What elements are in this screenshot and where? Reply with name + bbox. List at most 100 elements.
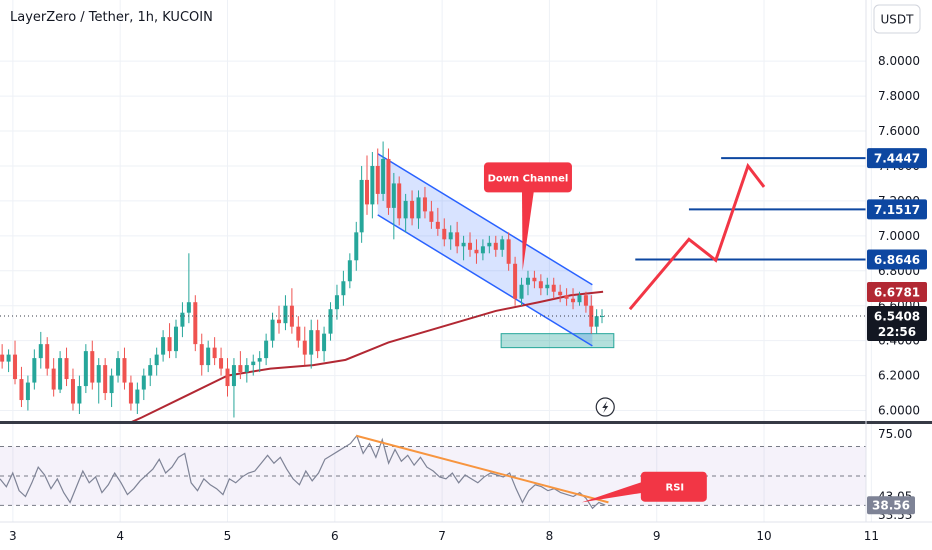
candle[interactable] [391,172,396,240]
candle[interactable] [6,349,11,373]
candle[interactable] [212,337,217,366]
candle[interactable] [199,333,204,376]
candle[interactable] [51,358,56,397]
candle[interactable] [577,291,582,306]
candle[interactable] [410,190,415,226]
candle[interactable] [135,382,140,415]
candle[interactable] [109,368,114,408]
candle[interactable] [257,351,262,373]
candle[interactable] [83,344,88,394]
candle[interactable] [551,277,556,299]
candle[interactable] [116,351,121,383]
candle[interactable] [219,347,224,376]
candle[interactable] [225,358,230,397]
candle[interactable] [328,302,333,341]
candle[interactable] [206,340,211,373]
candle[interactable] [58,351,63,394]
candle[interactable] [564,288,569,306]
candle[interactable] [525,270,530,296]
candle[interactable] [347,253,352,289]
candle[interactable] [455,221,460,254]
candle[interactable] [148,358,153,387]
candle[interactable] [186,253,191,324]
candle[interactable] [468,232,473,257]
candle[interactable] [583,291,588,313]
candle[interactable] [128,375,133,411]
candle[interactable] [32,349,37,390]
candle[interactable] [600,309,605,324]
candle[interactable] [513,256,518,306]
currency-button-frame[interactable] [873,4,921,34]
flash-icon[interactable] [595,397,615,417]
candle[interactable] [173,319,178,359]
candle[interactable] [435,207,440,236]
candle[interactable] [302,326,307,366]
candle[interactable] [70,368,75,411]
candle[interactable] [283,295,288,331]
price-pane[interactable] [0,141,866,436]
candle[interactable] [429,200,434,229]
candle[interactable] [289,288,294,334]
candle[interactable] [167,323,172,359]
candle[interactable] [251,354,256,376]
candle[interactable] [381,141,386,201]
candle[interactable] [532,270,537,289]
flash-icon-bolt[interactable] [602,401,609,414]
candle[interactable] [38,331,43,369]
candle[interactable] [370,151,375,219]
candle[interactable] [238,351,243,380]
candle[interactable] [244,358,249,383]
candle[interactable] [375,148,380,205]
currency-button[interactable]: USDT [873,4,921,34]
candle[interactable] [538,274,543,296]
currency-button-label[interactable]: USDT [881,13,915,27]
candle[interactable] [315,319,320,359]
candle[interactable] [403,193,408,233]
candle[interactable] [422,186,427,219]
candle[interactable] [264,333,269,366]
candle[interactable] [322,326,327,362]
candle[interactable] [571,288,576,310]
candle[interactable] [589,295,594,334]
candle[interactable] [103,358,108,401]
candle[interactable] [77,375,82,415]
candle[interactable] [296,316,301,348]
candle[interactable] [480,239,485,261]
candle[interactable] [442,218,447,247]
candle[interactable] [448,225,453,250]
candle[interactable] [154,347,159,376]
candle[interactable] [231,358,236,418]
candle[interactable] [277,305,282,334]
candle[interactable] [341,270,346,306]
candle[interactable] [493,235,498,257]
candle[interactable] [354,221,359,271]
candle[interactable] [141,368,146,401]
candle[interactable] [19,366,24,408]
candle[interactable] [90,340,95,390]
candle[interactable] [193,295,198,352]
candle[interactable] [45,337,50,376]
candle[interactable] [25,375,30,411]
candle[interactable] [558,284,563,303]
candle[interactable] [487,235,492,254]
candle[interactable] [461,235,466,261]
candle[interactable] [519,277,524,306]
rsi-pane[interactable] [0,434,866,510]
candle[interactable] [594,309,599,334]
candle[interactable] [122,347,127,390]
candle[interactable] [500,235,505,257]
candle[interactable] [545,277,550,296]
candle[interactable] [506,232,511,271]
candle[interactable] [474,239,479,264]
candle[interactable] [397,176,402,226]
candle[interactable] [180,302,185,338]
candle[interactable] [334,284,339,320]
candle[interactable] [0,344,5,369]
candle[interactable] [386,148,391,215]
candle[interactable] [161,330,166,362]
candle[interactable] [365,155,370,215]
candle[interactable] [416,190,421,229]
candle[interactable] [64,347,69,387]
candle[interactable] [359,165,364,243]
candle[interactable] [96,358,101,404]
